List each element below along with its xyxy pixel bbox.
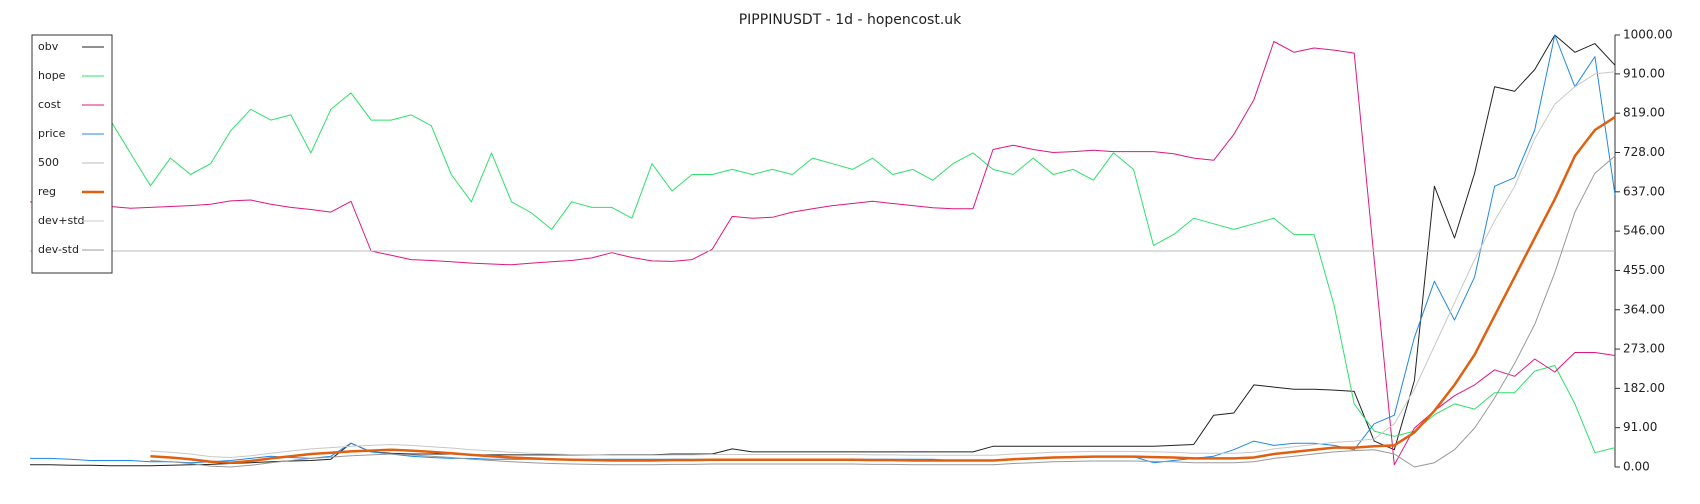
legend-label: hope <box>38 69 66 82</box>
legend-label: dev-std <box>38 243 79 256</box>
y-tick-label: 1000.00 <box>1623 28 1673 42</box>
series-line <box>29 41 1616 466</box>
y-tick-label: 364.00 <box>1623 302 1665 316</box>
legend-box <box>31 34 113 274</box>
series-line <box>150 71 1616 458</box>
chart-title: PIPPINUSDT - 1d - hopencost.uk <box>739 12 962 28</box>
series-line <box>150 116 1616 464</box>
legend-label: price <box>38 127 66 140</box>
legend-label: reg <box>38 185 56 198</box>
y-tick-label: 273.00 <box>1623 342 1665 356</box>
series-line <box>30 34 1616 464</box>
y-tick-label: 0.00 <box>1623 460 1650 474</box>
series-line <box>30 34 1616 467</box>
y-tick-label: 728.00 <box>1623 145 1665 159</box>
y-tick-label: 455.00 <box>1623 263 1665 277</box>
series-line <box>150 155 1616 468</box>
legend-label: cost <box>38 98 62 111</box>
legend-label: dev+std <box>38 214 85 227</box>
y-tick-label: 546.00 <box>1623 224 1665 238</box>
legend-label: 500 <box>38 156 59 169</box>
y-tick-label: 91.00 <box>1623 420 1657 434</box>
y-tick-label: 819.00 <box>1623 106 1665 120</box>
legend-label: obv <box>38 40 59 53</box>
series-line <box>109 92 1616 454</box>
y-tick-label: 910.00 <box>1623 66 1665 80</box>
y-tick-label: 182.00 <box>1623 381 1665 395</box>
y-tick-label: 637.00 <box>1623 184 1665 198</box>
legend: obv hope cost price 500 reg dev+std dev-std <box>31 34 113 274</box>
